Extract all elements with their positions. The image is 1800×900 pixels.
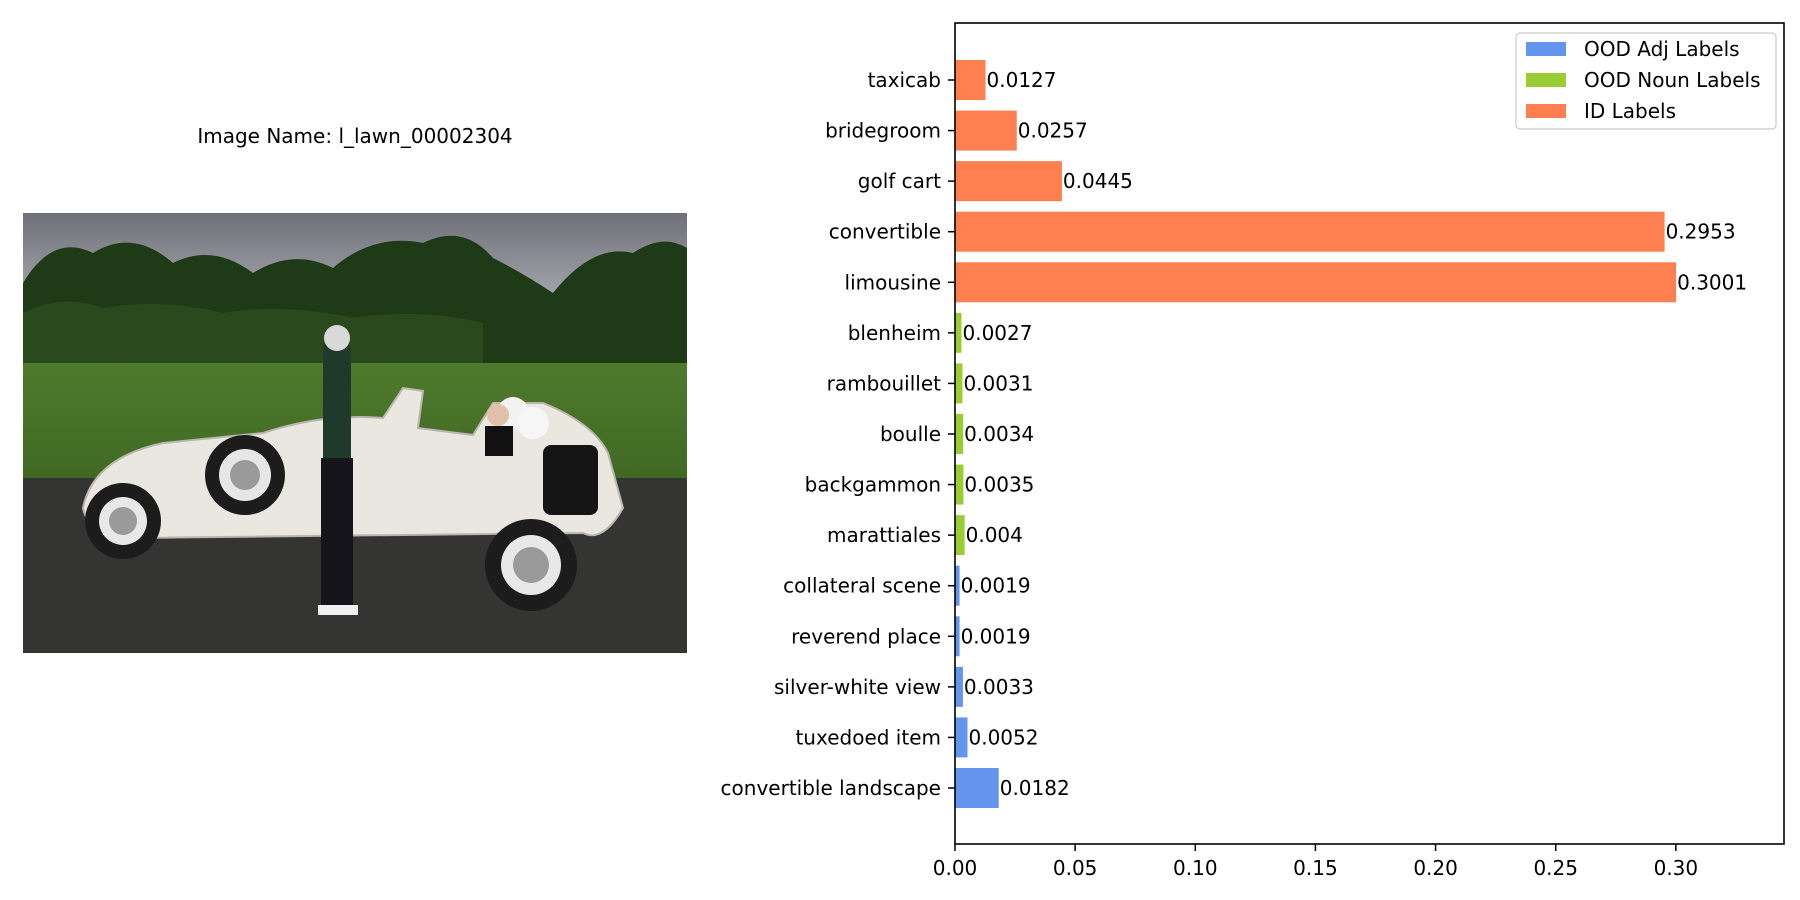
y-tick-label: golf cart xyxy=(858,169,941,193)
bars-group xyxy=(955,60,1677,808)
legend-label: OOD Noun Labels xyxy=(1584,68,1761,92)
y-tick-label: collateral scene xyxy=(783,574,941,598)
photo-illustration xyxy=(23,213,687,653)
y-tick-label: blenheim xyxy=(848,321,941,345)
legend: OOD Adj Labels OOD Noun Labels ID Labels xyxy=(1515,32,1777,130)
y-tick-label: rambouillet xyxy=(827,371,942,395)
value-label: 0.0019 xyxy=(961,574,1031,598)
value-label: 0.0034 xyxy=(964,422,1034,446)
legend-label: ID Labels xyxy=(1584,99,1676,123)
bar-bridegroom xyxy=(955,110,1017,151)
y-tick-label: boulle xyxy=(880,422,941,446)
bar-taxicab xyxy=(955,60,986,100)
value-labels-group: 0.0127 0.0257 0.0445 0.2953 0.3001 0.0027 0.00… xyxy=(961,68,1748,800)
x-tick-label: 0.05 xyxy=(1053,856,1098,880)
x-tick-label: 0.10 xyxy=(1173,856,1218,880)
bar-boulle xyxy=(955,414,964,454)
legend-label: OOD Adj Labels xyxy=(1584,37,1740,61)
x-tick-label: 0.20 xyxy=(1413,856,1458,880)
value-label: 0.0052 xyxy=(968,725,1038,749)
bar-collateral-scene xyxy=(955,565,960,606)
legend-swatch xyxy=(1526,73,1566,87)
bar-tuxedoed-item xyxy=(955,717,968,758)
y-tick-label: bridegroom xyxy=(825,119,941,143)
bar-silver-white-view xyxy=(955,666,963,707)
value-label: 0.3001 xyxy=(1677,270,1747,294)
image-caption: Image Name: l_lawn_00002304 xyxy=(197,124,513,148)
y-axis-ticks: taxicab bridegroom golf cart convertible lim… xyxy=(721,68,955,800)
value-label: 0.0257 xyxy=(1018,119,1088,143)
bar-golf-cart xyxy=(955,161,1062,202)
y-tick-label: limousine xyxy=(845,270,941,294)
bar-reverend-place xyxy=(955,616,960,657)
bar-blenheim xyxy=(955,312,962,353)
y-tick-label: reverend place xyxy=(791,624,941,648)
x-tick-label: 0.00 xyxy=(933,856,978,880)
value-label: 0.2953 xyxy=(1666,220,1736,244)
value-label: 0.0033 xyxy=(964,675,1034,699)
bar-convertible xyxy=(955,211,1665,252)
value-label: 0.0027 xyxy=(962,321,1032,345)
y-tick-label: convertible landscape xyxy=(721,776,941,800)
y-tick-label: backgammon xyxy=(805,473,941,497)
y-tick-label: silver-white view xyxy=(774,675,941,699)
bar-limousine xyxy=(955,262,1677,303)
axes-frame xyxy=(954,22,1785,845)
legend-box xyxy=(1515,32,1777,130)
bar-backgammon xyxy=(955,464,964,505)
y-tick-label: convertible xyxy=(829,220,941,244)
x-tick-label: 0.15 xyxy=(1293,856,1338,880)
wedding-car-photo xyxy=(23,213,687,653)
value-label: 0.0031 xyxy=(963,371,1033,395)
y-tick-label: marattiales xyxy=(827,523,941,547)
value-label: 0.004 xyxy=(966,523,1023,547)
legend-swatch xyxy=(1526,42,1566,56)
legend-swatch xyxy=(1526,104,1566,118)
value-label: 0.0445 xyxy=(1063,169,1133,193)
x-tick-label: 0.25 xyxy=(1533,856,1578,880)
x-tick-label: 0.30 xyxy=(1654,856,1699,880)
value-label: 0.0182 xyxy=(1000,776,1070,800)
y-tick-label: taxicab xyxy=(868,68,941,92)
value-label: 0.0019 xyxy=(961,624,1031,648)
value-label: 0.0127 xyxy=(987,68,1057,92)
value-label: 0.0035 xyxy=(964,473,1034,497)
bar-convertible-landscape xyxy=(955,768,999,808)
x-axis-ticks: 0.00 0.05 0.10 0.15 0.20 0.25 0.30 xyxy=(933,844,1698,880)
bar-marattiales xyxy=(955,515,965,556)
y-tick-label: tuxedoed item xyxy=(795,725,941,749)
bar-rambouillet xyxy=(955,363,963,404)
